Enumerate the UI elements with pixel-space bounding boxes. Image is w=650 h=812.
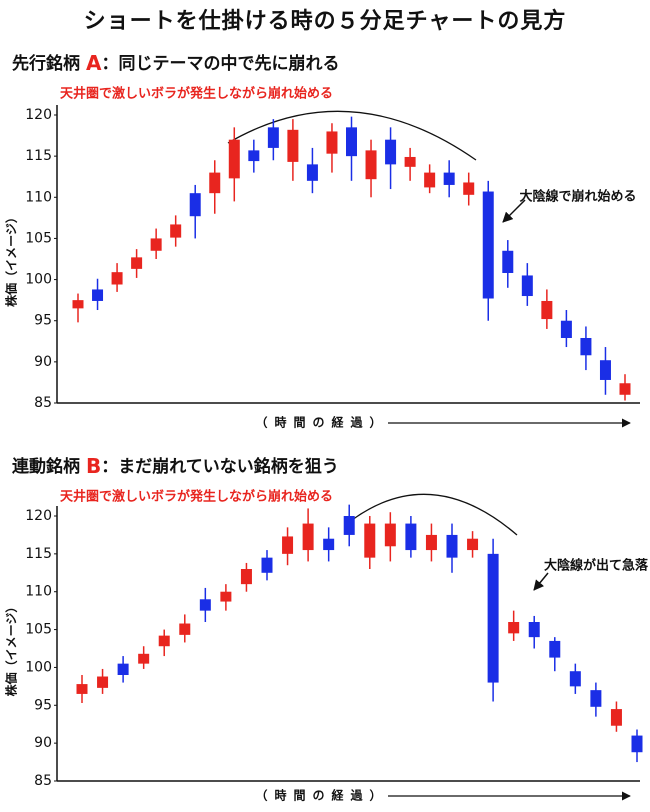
subtitle-part: B bbox=[86, 454, 101, 478]
top-annotation: 天井圏で激しいボラが発生しながら崩れ始める bbox=[60, 489, 333, 505]
arrow-annotation: 大陰線で崩れ始める bbox=[519, 189, 636, 205]
x-axis-label: （時間の経過） bbox=[255, 415, 388, 430]
candle-body bbox=[443, 172, 455, 185]
subtitle-part: ：同じテーマの中で先に崩れる bbox=[101, 53, 339, 74]
y-tick-label: 100 bbox=[25, 272, 52, 288]
candle-body bbox=[405, 523, 417, 551]
annotation-arrow bbox=[533, 572, 549, 591]
candle-body bbox=[267, 127, 279, 148]
candle-body bbox=[599, 360, 611, 380]
candle-body bbox=[189, 193, 201, 217]
arrow-annotation: 大陰線が出て急落 bbox=[544, 558, 649, 574]
candle-body bbox=[404, 156, 416, 167]
candle-body bbox=[590, 690, 602, 707]
page-title: ショートを仕掛ける時の５分足チャートの見方 bbox=[84, 8, 567, 34]
candle-body bbox=[111, 272, 123, 285]
candle-body bbox=[158, 635, 170, 647]
candle-body bbox=[424, 172, 436, 188]
y-tick-label: 95 bbox=[34, 697, 52, 713]
candle-body bbox=[521, 275, 533, 297]
candle-body bbox=[76, 684, 88, 694]
candle-body bbox=[72, 300, 84, 309]
candle-body bbox=[619, 383, 631, 395]
candle-body bbox=[138, 653, 150, 664]
candle-body bbox=[610, 709, 622, 726]
x-axis-label: （時間の経過） bbox=[255, 788, 388, 803]
top-arc bbox=[227, 110, 477, 161]
candle-body bbox=[131, 257, 143, 269]
y-tick-label: 100 bbox=[25, 659, 52, 675]
candle-body bbox=[97, 676, 109, 688]
candle-body bbox=[170, 224, 182, 238]
candle-body bbox=[384, 523, 396, 547]
candle-body bbox=[541, 300, 553, 320]
y-tick-label: 90 bbox=[34, 354, 52, 370]
y-tick-label: 105 bbox=[25, 230, 52, 246]
top-arc bbox=[351, 493, 518, 536]
y-axis-label: 株価（イメージ） bbox=[4, 211, 19, 307]
candle-body bbox=[569, 671, 581, 687]
candle-body bbox=[502, 250, 514, 273]
y-tick-label: 90 bbox=[34, 735, 52, 751]
candle-body bbox=[446, 534, 458, 558]
candle-body bbox=[150, 238, 162, 251]
candle-body bbox=[425, 534, 437, 551]
candle-body bbox=[282, 536, 294, 554]
y-tick-label: 115 bbox=[25, 546, 52, 562]
candle-body bbox=[482, 191, 494, 299]
y-tick-label: 85 bbox=[34, 395, 52, 411]
top-annotation: 天井圏で激しいボラが発生しながら崩れ始める bbox=[60, 86, 333, 102]
candle-body bbox=[463, 182, 475, 195]
candle-body bbox=[240, 569, 252, 585]
candle-body bbox=[261, 557, 273, 573]
candle-body bbox=[287, 129, 299, 162]
candle-body bbox=[326, 131, 338, 154]
chart-subtitle: 連動銘柄 B：まだ崩れていない銘柄を狙う bbox=[12, 454, 339, 478]
y-tick-label: 120 bbox=[25, 508, 52, 524]
candle-body bbox=[364, 523, 376, 558]
y-axis-label: 株価（イメージ） bbox=[4, 601, 19, 697]
subtitle-part: ：まだ崩れていない銘柄を狙う bbox=[101, 456, 339, 477]
y-tick-label: 115 bbox=[25, 148, 52, 164]
candle-body bbox=[343, 516, 355, 535]
candle-body bbox=[528, 622, 540, 638]
candle-body bbox=[306, 164, 318, 181]
candle-body bbox=[220, 591, 232, 602]
candle-body bbox=[549, 640, 561, 658]
candle-body bbox=[631, 735, 643, 753]
y-tick-label: 110 bbox=[25, 189, 52, 205]
candle-body bbox=[228, 139, 240, 179]
chart-subtitle: 先行銘柄 A：同じテーマの中で先に崩れる bbox=[12, 51, 339, 75]
candle-body bbox=[365, 150, 377, 180]
candle-body bbox=[179, 623, 191, 635]
annotation-arrow bbox=[502, 199, 526, 223]
candle-body bbox=[248, 150, 260, 162]
candle-body bbox=[117, 663, 129, 675]
candle-body bbox=[346, 127, 357, 157]
candle-body bbox=[92, 289, 104, 301]
candle-body bbox=[323, 538, 335, 551]
candle-body bbox=[467, 538, 479, 551]
candle-body bbox=[487, 553, 499, 683]
candle-body bbox=[209, 172, 221, 194]
y-tick-label: 105 bbox=[25, 622, 52, 638]
y-tick-label: 120 bbox=[25, 107, 52, 123]
subtitle-part: A bbox=[86, 51, 102, 75]
candle-body bbox=[508, 622, 520, 634]
candle-body bbox=[302, 523, 314, 551]
candle-body bbox=[560, 320, 572, 338]
y-tick-label: 95 bbox=[34, 313, 52, 329]
subtitle-part: 先行銘柄 bbox=[12, 53, 80, 74]
subtitle-part: 連動銘柄 bbox=[12, 456, 80, 477]
candle-body bbox=[580, 337, 592, 356]
candle-body bbox=[199, 599, 211, 611]
y-tick-label: 85 bbox=[34, 773, 52, 789]
y-tick-label: 110 bbox=[25, 584, 52, 600]
candle-body bbox=[385, 139, 397, 165]
